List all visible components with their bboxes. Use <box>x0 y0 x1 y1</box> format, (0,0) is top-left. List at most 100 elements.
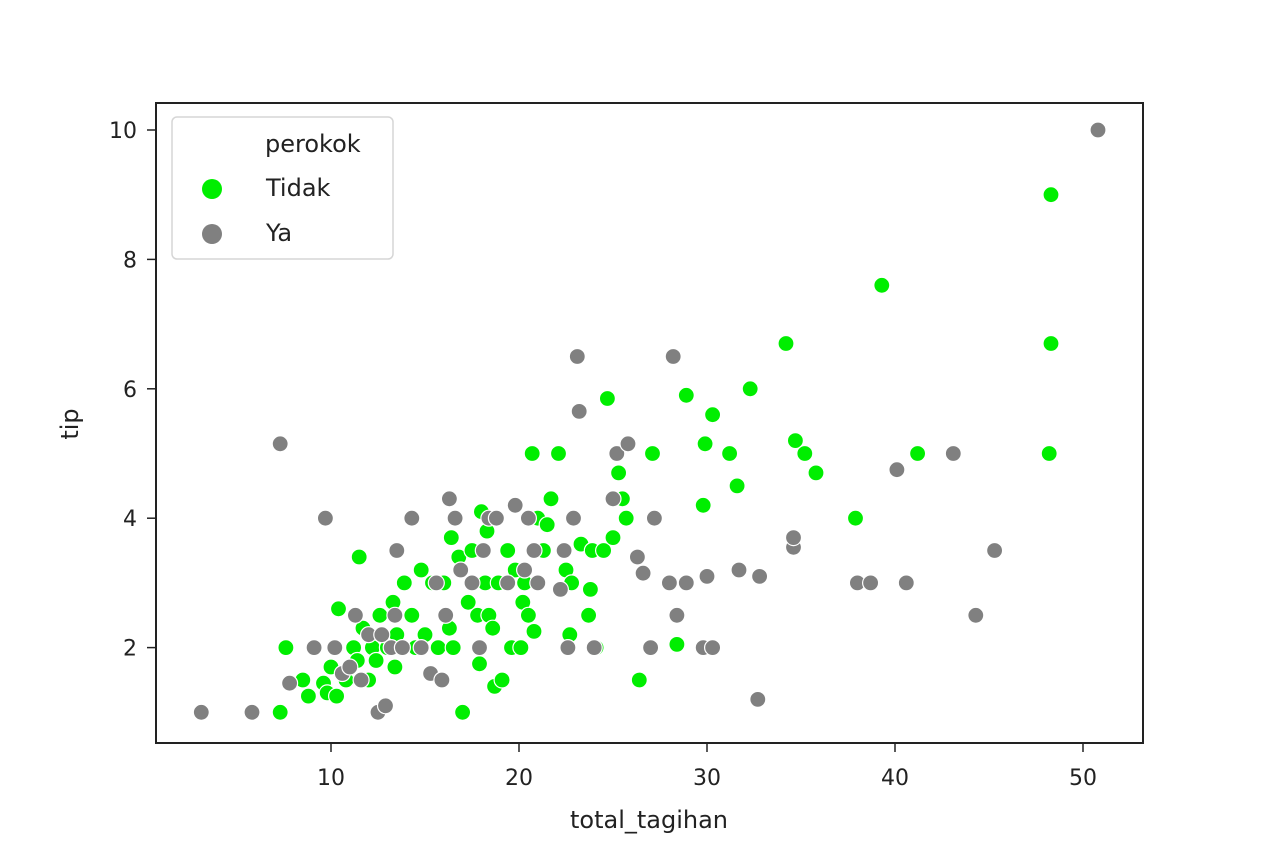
data-point-tidak <box>908 444 927 463</box>
data-point-tidak <box>786 432 805 450</box>
data-point-tidak <box>1042 186 1060 204</box>
data-point-tidak <box>581 580 600 599</box>
data-point-ya <box>393 638 411 657</box>
y-tick-label: 2 <box>123 637 137 662</box>
data-point-ya <box>604 490 622 508</box>
data-point-ya <box>730 561 748 579</box>
data-point-tidak <box>777 334 795 353</box>
data-point-ya <box>888 461 906 479</box>
data-point-tidak <box>412 561 430 579</box>
data-point-tidak <box>703 406 722 424</box>
data-point-ya <box>551 580 570 599</box>
data-point-tidak <box>429 638 447 657</box>
data-point-ya <box>373 626 391 644</box>
y-tick-label: 10 <box>109 119 137 144</box>
data-point-ya <box>346 606 364 624</box>
data-point-tidak <box>579 606 598 624</box>
legend-marker-ya <box>202 224 222 244</box>
data-point-ya <box>570 402 588 420</box>
data-point-ya <box>944 444 962 463</box>
legend: perokok Tidak Ya <box>171 116 394 260</box>
data-point-tidak <box>741 380 759 398</box>
data-point-ya <box>861 574 880 592</box>
x-tick-label: 30 <box>693 766 721 791</box>
data-point-tidak <box>873 276 891 294</box>
data-point-tidak <box>367 651 385 670</box>
x-tick-label: 10 <box>317 766 345 791</box>
data-point-ya <box>192 703 210 721</box>
data-point-ya <box>749 690 767 709</box>
data-point-ya <box>1089 121 1107 139</box>
data-point-tidak <box>271 703 289 721</box>
data-point-tidak <box>525 622 543 641</box>
data-point-ya <box>470 638 489 657</box>
data-point-tidak <box>720 444 739 463</box>
legend-marker-tidak <box>202 179 222 199</box>
data-point-ya <box>750 567 769 586</box>
data-point-tidak <box>668 635 686 654</box>
data-point-ya <box>376 697 395 715</box>
data-point-ya <box>506 496 524 514</box>
data-point-ya <box>316 509 334 527</box>
x-axis: 10 20 30 40 50 <box>317 743 1097 791</box>
data-point-tidak <box>846 509 865 527</box>
data-points <box>192 121 1107 721</box>
data-point-tidak <box>371 606 389 624</box>
data-point-ya <box>645 509 664 527</box>
data-point-tidak <box>609 464 628 482</box>
data-point-tidak <box>299 687 317 705</box>
data-point-ya <box>341 658 359 676</box>
data-point-tidak <box>484 619 502 637</box>
data-point-ya <box>664 347 682 366</box>
data-point-tidak <box>459 593 477 611</box>
data-point-tidak <box>1042 334 1060 353</box>
data-point-tidak <box>454 703 472 721</box>
data-point-ya <box>660 574 679 592</box>
data-point-ya <box>271 435 289 453</box>
data-point-ya <box>784 528 803 547</box>
data-point-ya <box>403 509 421 527</box>
data-point-ya <box>427 574 445 592</box>
data-point-ya <box>519 509 538 527</box>
data-point-ya <box>499 574 517 592</box>
data-point-tidak <box>696 435 714 453</box>
data-point-tidak <box>350 548 368 566</box>
data-point-ya <box>352 671 370 689</box>
x-tick-label: 20 <box>505 766 533 791</box>
data-point-tidak <box>493 671 511 689</box>
y-axis: 2 4 6 8 10 <box>109 119 156 662</box>
data-point-tidak <box>277 638 295 657</box>
data-point-tidak <box>512 638 530 657</box>
data-point-tidak <box>594 541 613 560</box>
data-point-tidak <box>329 600 348 618</box>
data-point-ya <box>967 606 985 624</box>
y-tick-label: 4 <box>123 507 137 532</box>
legend-box <box>171 116 394 260</box>
data-point-tidak <box>796 444 814 463</box>
data-point-tidak <box>694 496 712 514</box>
y-tick-label: 6 <box>123 378 137 403</box>
data-point-ya <box>388 541 406 560</box>
data-point-ya <box>628 548 647 566</box>
data-point-ya <box>608 444 626 463</box>
data-point-tidak <box>542 490 560 508</box>
data-point-ya <box>474 541 492 560</box>
y-axis-label: tip <box>56 408 84 439</box>
data-point-tidak <box>442 528 460 547</box>
data-point-ya <box>243 703 261 721</box>
data-point-tidak <box>499 541 517 560</box>
data-point-tidak <box>386 658 404 676</box>
data-point-ya <box>677 574 695 592</box>
data-point-tidak <box>677 386 695 404</box>
data-point-ya <box>634 564 652 582</box>
data-point-ya <box>412 638 430 657</box>
data-point-ya <box>568 347 586 366</box>
data-point-tidak <box>630 671 648 689</box>
data-point-ya <box>668 606 686 624</box>
data-point-tidak <box>444 638 462 657</box>
data-point-ya <box>529 574 547 592</box>
x-axis-label: total_tagihan <box>570 806 728 834</box>
data-point-tidak <box>549 444 568 463</box>
data-point-ya <box>985 541 1004 560</box>
legend-label-tidak: Tidak <box>265 174 331 202</box>
